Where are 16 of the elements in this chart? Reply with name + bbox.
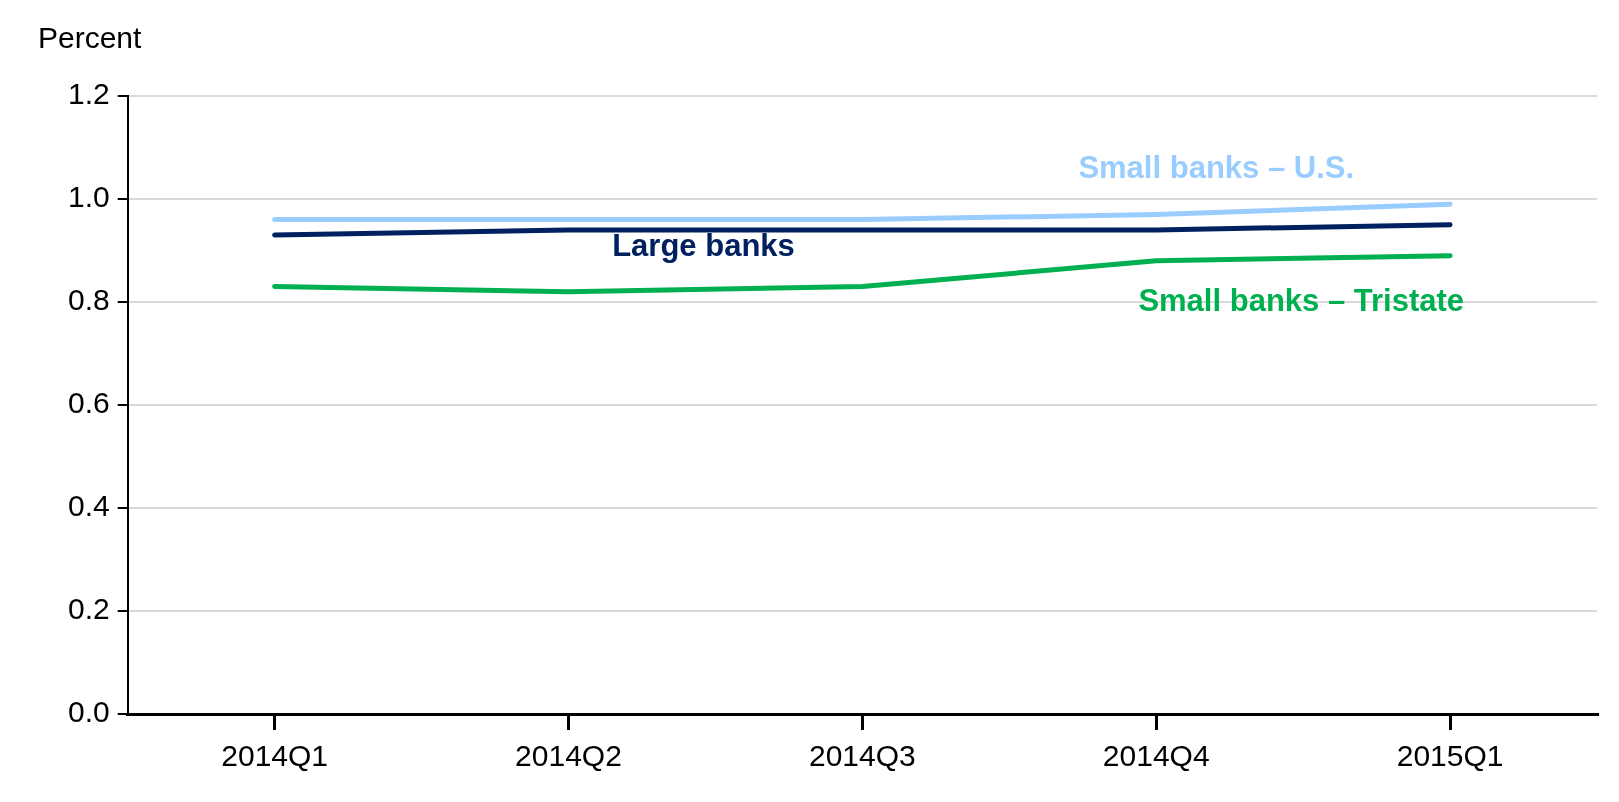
y-axis-title: Percent bbox=[38, 21, 143, 55]
x-tick-label: 2014Q2 bbox=[515, 739, 622, 773]
series-label: Small banks – Tristate bbox=[1138, 283, 1465, 319]
y-tick-label: 0.0 bbox=[67, 695, 110, 729]
x-tick-label: 2014Q1 bbox=[221, 739, 329, 773]
y-tick-label: 0.6 bbox=[67, 386, 110, 420]
y-tick-label: 1.0 bbox=[67, 180, 110, 214]
y-tick-label: 0.4 bbox=[67, 489, 110, 523]
x-tick-label: 2015Q1 bbox=[1396, 739, 1504, 773]
y-tick-label: 0.2 bbox=[67, 592, 110, 626]
y-tick-label: 1.2 bbox=[67, 77, 110, 111]
series-label: Large banks bbox=[612, 228, 795, 264]
series-label: Small banks – U.S. bbox=[1078, 150, 1355, 185]
x-tick-label: 2014Q3 bbox=[808, 739, 916, 773]
x-tick-label: 2014Q4 bbox=[1102, 739, 1210, 773]
y-tick-label: 0.8 bbox=[67, 283, 110, 317]
